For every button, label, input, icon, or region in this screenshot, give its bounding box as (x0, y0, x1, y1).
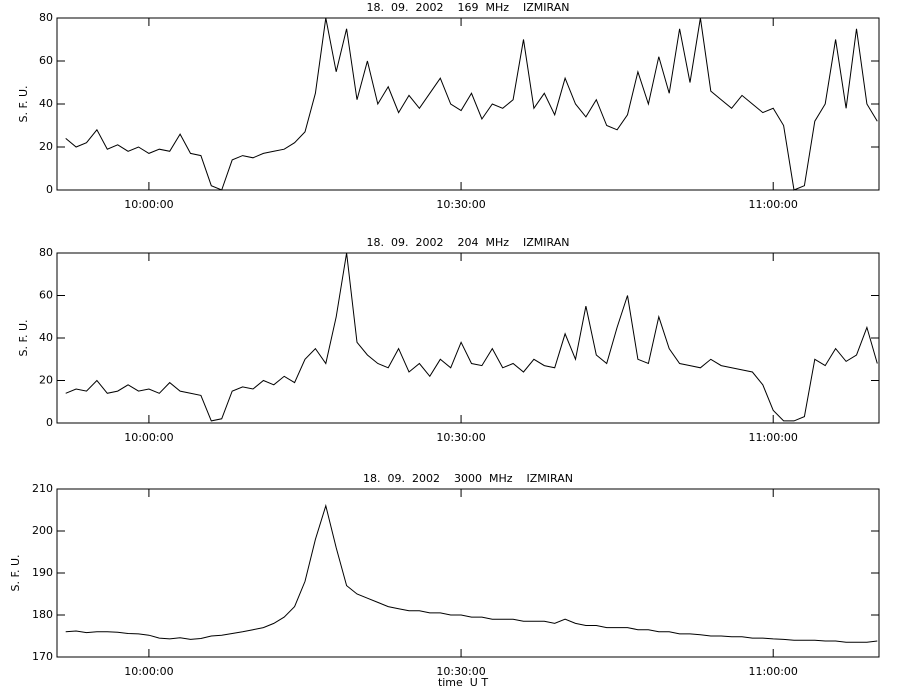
x-axis-label: time U T (438, 676, 488, 689)
y-tick-label: 0 (46, 183, 53, 196)
data-line (65, 252, 878, 422)
y-tick-label: 0 (46, 416, 53, 429)
y-tick-label: 190 (32, 566, 53, 579)
plot-frame (56, 488, 880, 658)
x-tick-label: 11:00:00 (749, 665, 798, 678)
chart-title: 18. 09. 2002 3000 MHz IZMIRAN (363, 472, 573, 485)
x-tick-label: 10:00:00 (124, 431, 173, 444)
y-tick-label: 170 (32, 650, 53, 663)
chart-title: 18. 09. 2002 169 MHz IZMIRAN (367, 1, 570, 14)
x-tick-label: 10:30:00 (436, 665, 485, 678)
data-line (65, 503, 878, 643)
y-tick-label: 20 (39, 140, 53, 153)
y-axis-label: S. F. U. (17, 85, 30, 122)
y-tick-label: 60 (39, 289, 53, 302)
chart-title: 18. 09. 2002 204 MHz IZMIRAN (367, 236, 570, 249)
y-tick-label: 180 (32, 608, 53, 621)
x-tick-label: 11:00:00 (749, 431, 798, 444)
x-tick-label: 10:30:00 (436, 198, 485, 211)
y-tick-label: 80 (39, 246, 53, 259)
x-tick-label: 10:30:00 (436, 431, 485, 444)
data-line (65, 17, 878, 191)
y-axis-label: S. F. U. (9, 554, 22, 591)
plot-frame (56, 252, 880, 424)
y-tick-label: 40 (39, 97, 53, 110)
x-tick-label: 11:00:00 (749, 198, 798, 211)
y-tick-label: 80 (39, 11, 53, 24)
x-tick-label: 10:00:00 (124, 198, 173, 211)
y-tick-label: 60 (39, 54, 53, 67)
y-tick-label: 40 (39, 331, 53, 344)
y-tick-label: 20 (39, 374, 53, 387)
plot-frame (56, 17, 880, 191)
y-tick-label: 210 (32, 482, 53, 495)
y-tick-label: 200 (32, 524, 53, 537)
y-axis-label: S. F. U. (17, 319, 30, 356)
x-tick-label: 10:00:00 (124, 665, 173, 678)
